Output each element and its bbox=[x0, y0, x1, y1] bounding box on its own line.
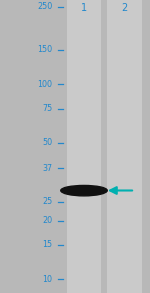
FancyBboxPatch shape bbox=[67, 0, 101, 293]
Text: 2: 2 bbox=[121, 4, 128, 13]
Text: 15: 15 bbox=[42, 240, 52, 249]
Text: 100: 100 bbox=[38, 80, 52, 89]
Text: 50: 50 bbox=[42, 138, 52, 147]
Ellipse shape bbox=[61, 185, 107, 196]
Text: 1: 1 bbox=[81, 4, 87, 13]
FancyBboxPatch shape bbox=[107, 0, 142, 293]
Text: 250: 250 bbox=[37, 2, 52, 11]
Text: 10: 10 bbox=[42, 275, 52, 284]
Text: 150: 150 bbox=[37, 45, 52, 54]
Text: 37: 37 bbox=[42, 164, 52, 173]
Text: 25: 25 bbox=[42, 197, 52, 206]
Text: 20: 20 bbox=[42, 216, 52, 225]
Text: 75: 75 bbox=[42, 104, 52, 113]
